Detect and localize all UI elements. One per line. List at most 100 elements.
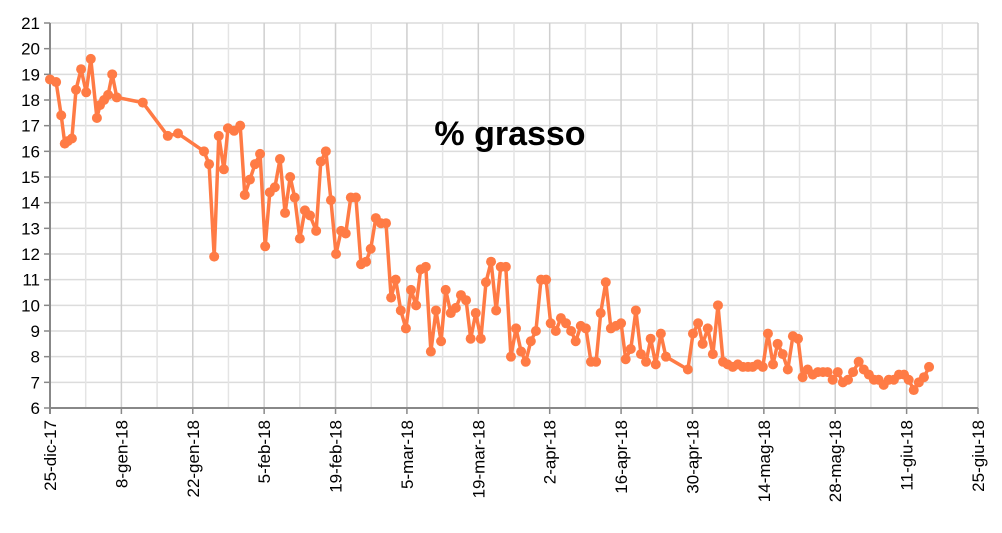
data-point bbox=[425, 346, 436, 357]
data-point bbox=[390, 274, 401, 285]
y-tick-label: 18 bbox=[21, 91, 40, 110]
data-point bbox=[516, 346, 527, 357]
data-point bbox=[550, 326, 561, 336]
x-tick-label: 22-gen-18 bbox=[184, 420, 203, 498]
y-tick-label: 12 bbox=[21, 245, 40, 264]
data-point bbox=[361, 256, 372, 267]
data-point bbox=[505, 351, 516, 362]
data-point bbox=[797, 372, 808, 383]
data-point bbox=[500, 261, 511, 272]
data-point bbox=[842, 374, 853, 385]
data-point bbox=[269, 182, 280, 193]
data-point bbox=[530, 326, 541, 336]
y-tick-label: 19 bbox=[21, 65, 40, 84]
data-point bbox=[381, 218, 392, 229]
data-point bbox=[461, 295, 472, 306]
data-point bbox=[81, 87, 92, 98]
data-point bbox=[213, 130, 224, 141]
x-tick-label: 30-apr-18 bbox=[683, 420, 702, 494]
data-point bbox=[511, 323, 522, 334]
data-point bbox=[561, 318, 572, 329]
x-tick-label: 19-mar-18 bbox=[469, 420, 488, 498]
data-point bbox=[162, 130, 173, 141]
data-point bbox=[591, 356, 602, 367]
data-point bbox=[436, 336, 447, 347]
data-point bbox=[600, 277, 611, 288]
data-point bbox=[76, 64, 87, 75]
y-tick-label: 14 bbox=[21, 194, 40, 213]
data-point bbox=[903, 374, 914, 385]
data-point bbox=[566, 326, 577, 336]
data-point bbox=[580, 323, 591, 334]
data-point bbox=[91, 112, 102, 123]
data-point bbox=[768, 359, 779, 370]
x-tick-label: 5-feb-18 bbox=[255, 420, 274, 483]
data-point bbox=[406, 284, 417, 295]
data-point bbox=[204, 159, 215, 170]
y-tick-label: 15 bbox=[21, 168, 40, 187]
data-point bbox=[440, 284, 451, 295]
data-point bbox=[848, 367, 859, 378]
data-point bbox=[660, 351, 671, 362]
data-point bbox=[702, 323, 713, 334]
data-point bbox=[475, 333, 486, 344]
data-point bbox=[697, 338, 708, 349]
data-point bbox=[757, 361, 768, 372]
data-point bbox=[595, 308, 606, 319]
data-point bbox=[832, 367, 843, 378]
data-point bbox=[285, 172, 296, 182]
data-point bbox=[274, 154, 285, 165]
data-point bbox=[51, 77, 62, 88]
data-point bbox=[107, 69, 118, 80]
data-point bbox=[650, 359, 661, 370]
data-point bbox=[111, 92, 122, 103]
data-point bbox=[386, 292, 397, 303]
data-point bbox=[315, 156, 326, 167]
data-point bbox=[311, 225, 322, 236]
data-point bbox=[541, 274, 552, 285]
x-tick-label: 2-apr-18 bbox=[541, 420, 560, 484]
data-point bbox=[66, 133, 77, 144]
data-point bbox=[400, 323, 411, 334]
data-point bbox=[470, 308, 481, 319]
y-tick-label: 13 bbox=[21, 219, 40, 238]
data-point bbox=[762, 328, 773, 339]
axes bbox=[49, 23, 978, 414]
y-tick-label: 11 bbox=[22, 271, 40, 290]
y-tick-label: 7 bbox=[31, 373, 40, 392]
data-point bbox=[331, 249, 342, 259]
data-point bbox=[525, 336, 536, 347]
data-point bbox=[793, 333, 804, 344]
data-point bbox=[655, 328, 666, 339]
data-point bbox=[465, 333, 476, 344]
data-point bbox=[395, 305, 406, 316]
data-point bbox=[635, 349, 646, 360]
data-point bbox=[924, 361, 935, 372]
data-point bbox=[244, 174, 255, 185]
grid bbox=[49, 22, 979, 409]
y-tick-label: 20 bbox=[21, 40, 40, 59]
data-point bbox=[616, 318, 627, 329]
data-point bbox=[853, 356, 864, 367]
data-point bbox=[520, 356, 531, 367]
data-point bbox=[235, 120, 246, 131]
y-tick-label: 8 bbox=[31, 348, 40, 367]
data-point bbox=[411, 300, 422, 311]
x-tick-label: 16-apr-18 bbox=[612, 420, 631, 494]
data-point bbox=[712, 300, 723, 311]
data-point bbox=[103, 89, 114, 100]
data-point bbox=[325, 195, 336, 206]
y-axis-ticks: 6 7 8 9 10 11 12 13 14 15 16 17 18 19 20 21 bbox=[21, 14, 50, 418]
data-point bbox=[294, 233, 305, 244]
data-point bbox=[137, 97, 148, 108]
y-tick-label: 17 bbox=[21, 117, 40, 136]
data-point bbox=[218, 164, 229, 175]
x-tick-label: 19-feb-18 bbox=[327, 420, 346, 493]
data-point bbox=[320, 146, 331, 157]
x-tick-label: 25-giu-18 bbox=[969, 420, 988, 492]
data-point bbox=[827, 374, 838, 385]
data-point bbox=[772, 338, 783, 349]
y-tick-label: 10 bbox=[21, 296, 40, 315]
x-tick-label: 5-mar-18 bbox=[398, 420, 417, 489]
